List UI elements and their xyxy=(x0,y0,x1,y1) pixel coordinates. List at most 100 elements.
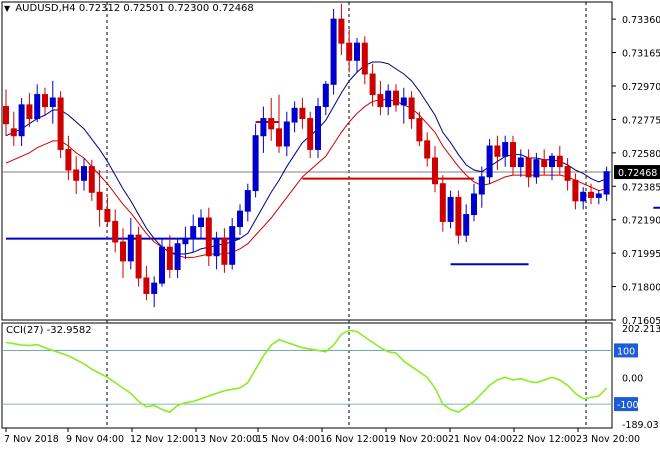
bearish-candle xyxy=(525,157,532,178)
price-axis-label: 0.73165 xyxy=(622,49,660,60)
chart-symbol: AUDUSD,H4 xyxy=(15,3,76,14)
bullish-candle xyxy=(478,176,485,195)
price-axis-label: 0.71800 xyxy=(622,283,660,294)
bullish-candle xyxy=(49,97,56,108)
price-axis-label: 0.72970 xyxy=(622,82,660,93)
time-axis-label: 13 Nov 20:00 xyxy=(194,434,258,445)
bullish-candle xyxy=(502,142,509,157)
bearish-candle xyxy=(510,142,516,168)
bearish-candle xyxy=(572,179,579,202)
bullish-candle xyxy=(252,135,259,192)
bullish-candle xyxy=(283,121,290,147)
bearish-candle xyxy=(346,42,353,61)
bearish-candle xyxy=(439,183,446,222)
bearish-candle xyxy=(588,191,594,198)
current-price-tag xyxy=(614,165,660,180)
bearish-candle xyxy=(338,18,345,44)
bearish-candle xyxy=(276,128,282,147)
cci-axis-label: 0.00 xyxy=(622,373,643,384)
bullish-candle xyxy=(447,196,454,222)
bullish-candle xyxy=(595,193,602,198)
bearish-candle xyxy=(57,97,64,150)
time-axis-label: 12 Nov 12:00 xyxy=(130,434,194,445)
bullish-candle xyxy=(190,226,197,240)
bearish-candle xyxy=(3,106,9,125)
bearish-candle xyxy=(377,94,384,108)
price-panel-frame xyxy=(1,1,613,321)
bullish-candle xyxy=(291,107,298,123)
bearish-candle xyxy=(541,159,548,168)
bullish-candle xyxy=(471,193,477,216)
bearish-candle xyxy=(307,118,314,150)
bullish-candle xyxy=(260,118,267,137)
bearish-candle xyxy=(112,220,119,243)
price-axis-label: 0.71605 xyxy=(622,316,660,327)
bullish-candle xyxy=(34,94,41,120)
time-axis-label: 16 Nov 12:00 xyxy=(320,434,384,445)
bullish-candle xyxy=(603,171,610,195)
triangle-down-icon[interactable]: ▼ xyxy=(4,4,11,13)
bearish-candle xyxy=(42,94,48,108)
cci-header: CCI(27) -32.9582 xyxy=(6,325,92,336)
bullish-candle xyxy=(533,159,540,178)
bearish-candle xyxy=(120,241,126,262)
time-axis-label: 22 Nov 12:00 xyxy=(512,434,576,445)
price-axis-label: 0.71995 xyxy=(622,249,660,260)
bullish-candle xyxy=(81,166,87,181)
bearish-candle xyxy=(424,140,431,159)
price-axis-label: 0.73360 xyxy=(622,15,660,26)
bearish-candle xyxy=(104,208,111,222)
chart-header: ▼ AUDUSD,H4 0.72312 0.72501 0.72300 0.72… xyxy=(4,3,254,14)
bearish-candle xyxy=(65,148,72,171)
cci-level-tag xyxy=(614,397,638,412)
bearish-candle xyxy=(268,118,275,130)
bullish-candle xyxy=(322,83,329,108)
cci-axis-label: -100 xyxy=(617,400,639,411)
price-axis-label: 0.72775 xyxy=(622,115,660,126)
bullish-candle xyxy=(213,238,220,257)
bearish-candle xyxy=(556,155,563,168)
bullish-candle xyxy=(463,214,470,236)
cci-line xyxy=(5,329,608,414)
bearish-candle xyxy=(26,104,33,120)
bearish-candle xyxy=(143,277,150,294)
bullish-candle xyxy=(198,217,204,228)
bullish-candle xyxy=(159,246,165,284)
bullish-candle xyxy=(486,145,493,178)
cci-axis-label: -189.03 xyxy=(622,420,659,431)
current-price-label: 0.72468 xyxy=(618,168,657,179)
bullish-candle xyxy=(229,226,236,265)
time-axis-label: 21 Nov 04:00 xyxy=(448,434,512,445)
slow-moving-average xyxy=(5,99,607,258)
bullish-candle xyxy=(400,97,407,106)
bearish-candle xyxy=(564,166,571,181)
bearish-candle xyxy=(416,118,423,142)
bearish-candle xyxy=(96,191,103,210)
time-axis-label: 23 Nov 20:00 xyxy=(576,434,640,445)
bullish-candle xyxy=(517,157,524,168)
bearish-candle xyxy=(205,217,212,257)
bearish-candle xyxy=(10,128,17,137)
bullish-candle xyxy=(127,234,134,262)
bullish-candle xyxy=(385,90,392,108)
bullish-candle xyxy=(315,106,321,150)
bullish-candle xyxy=(182,238,189,245)
time-axis-label: 15 Nov 04:00 xyxy=(256,434,320,445)
time-axis-label: 19 Nov 20:00 xyxy=(384,434,448,445)
time-axis-label: 7 Nov 2018 xyxy=(4,434,59,445)
bullish-candle xyxy=(18,104,25,137)
bullish-candle xyxy=(244,190,251,212)
bullish-candle xyxy=(330,18,337,85)
cci-axis-label: 202.2135 xyxy=(622,324,660,335)
bullish-candle xyxy=(174,243,181,270)
bullish-candle xyxy=(549,155,555,168)
bearish-candle xyxy=(432,157,438,185)
bearish-candle xyxy=(361,42,368,75)
bullish-candle xyxy=(151,282,158,294)
bearish-candle xyxy=(455,196,462,236)
cci-panel-frame xyxy=(1,322,613,429)
bearish-candle xyxy=(88,166,95,193)
time-axis-label: 9 Nov 04:00 xyxy=(66,434,124,445)
bearish-candle xyxy=(494,145,501,157)
